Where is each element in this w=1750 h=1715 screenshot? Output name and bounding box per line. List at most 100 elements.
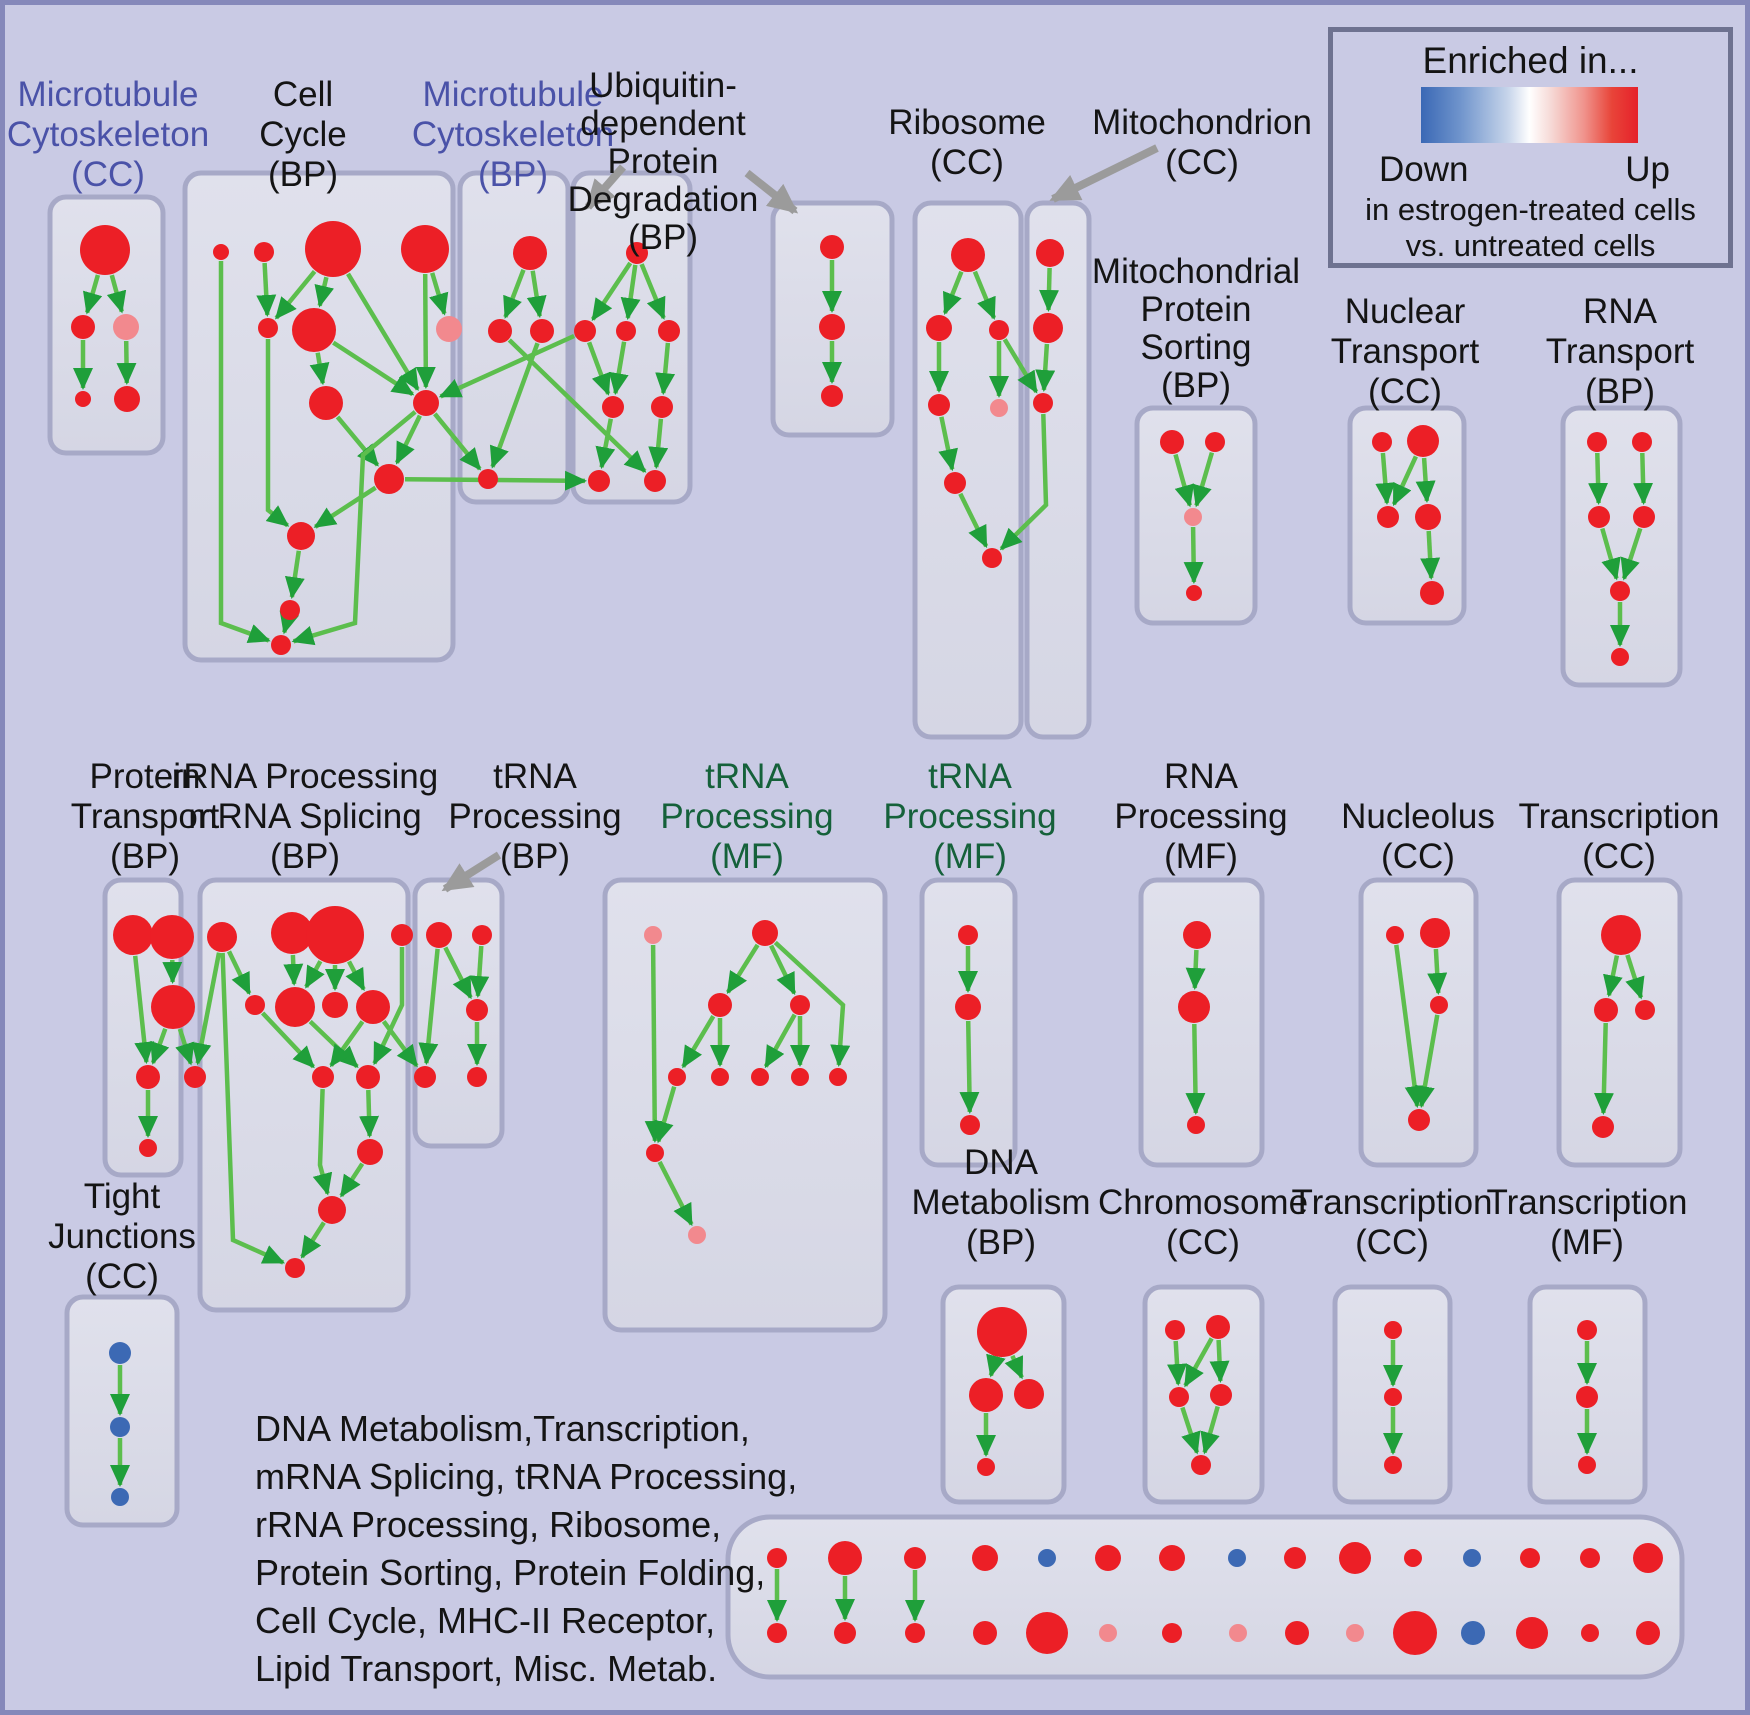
transcription-cc-row2-label: Transcription (CC) bbox=[1519, 797, 1720, 877]
mitochondrion-cc-box bbox=[1024, 200, 1092, 740]
ubiquitin-degradation-left-edge bbox=[590, 261, 633, 322]
trna-processing-mf-2-node-red bbox=[960, 1115, 980, 1135]
misc-terms-node-red bbox=[1636, 1621, 1660, 1645]
ribosome-cc-node-red bbox=[928, 394, 950, 416]
label-line: Ribosome bbox=[888, 103, 1046, 142]
trna-processing-mf-1-edge bbox=[654, 1085, 677, 1144]
label-line: Processing bbox=[1114, 797, 1288, 836]
rna-processing-mf-node-red bbox=[1187, 1116, 1205, 1134]
cell-cycle-bp-edge bbox=[346, 272, 420, 392]
nuclear-transport-cc-edge bbox=[1375, 452, 1396, 505]
ubiquitin-degradation-left-node-red bbox=[644, 470, 666, 492]
microtubule-cytoskeleton-bp-edge bbox=[526, 270, 547, 319]
trna-processing-mf-1-label: tRNA Processing (MF) bbox=[660, 757, 833, 877]
misc-terms-node-blue bbox=[1038, 1549, 1056, 1567]
cell-cycle-bp-node-red bbox=[374, 464, 404, 494]
trna-processing-mf-1-node-red bbox=[711, 1068, 729, 1086]
annotation-arrow bbox=[1049, 144, 1159, 203]
rna-transport-bp-edge bbox=[1600, 527, 1621, 581]
transcription-cc-row3-label: Transcription (CC) bbox=[1292, 1183, 1493, 1263]
ubiquitin-degradation-left-edge bbox=[620, 264, 641, 321]
chromosome-cc-node-red bbox=[1169, 1387, 1189, 1407]
mitochondrion-cc-label: Mitochondrion (CC) bbox=[1092, 103, 1312, 183]
ribosome-cc-label: Ribosome (CC) bbox=[888, 103, 1046, 183]
trna-processing-mf-1-node-red bbox=[708, 993, 732, 1017]
misc-terms-node-red bbox=[1095, 1545, 1121, 1571]
rrna-processing-mrna-splicing-bp-edge bbox=[283, 954, 304, 986]
nucleolus-cc-node-red bbox=[1408, 1109, 1430, 1131]
label-line: (BP) bbox=[477, 155, 548, 194]
ribosome-cc-node-red bbox=[944, 472, 966, 494]
cross-cluster-edge bbox=[191, 952, 222, 1066]
ribosome-cc-edge bbox=[958, 492, 989, 549]
transcription-cc-row2-node-red bbox=[1635, 1000, 1655, 1020]
transcription-cc-row2-edge bbox=[1593, 1022, 1614, 1115]
label-line: Microtubule bbox=[17, 75, 199, 114]
annotation-arrow bbox=[441, 851, 502, 893]
cell-cycle-bp-edge bbox=[256, 262, 277, 317]
nuclear-transport-cc-node-red bbox=[1407, 425, 1439, 457]
mitochondrion-cc-edge bbox=[1039, 267, 1060, 312]
cell-cycle-bp-edge bbox=[415, 273, 436, 389]
rna-processing-mf-edge bbox=[1185, 949, 1206, 990]
protein-transport-bp-node-red bbox=[139, 1139, 157, 1157]
label-line: (CC) bbox=[85, 1257, 159, 1296]
nuclear-transport-cc-edge bbox=[1420, 530, 1441, 580]
misc-terms-node-red bbox=[834, 1622, 856, 1644]
nucleolus-cc-node-red bbox=[1430, 996, 1448, 1014]
misc-terms-node-pink bbox=[1099, 1624, 1117, 1642]
label-line: RNA bbox=[1164, 757, 1238, 796]
legend-subtitle-line2: vs. untreated cells bbox=[1405, 228, 1656, 263]
ubiquitin-degradation-left-node-red bbox=[616, 321, 636, 341]
label-line: (BP) bbox=[1161, 366, 1231, 405]
label-line: (CC) bbox=[1368, 372, 1442, 411]
ubiquitin-degradation-left-edge bbox=[639, 263, 666, 320]
ubiquitin-degradation-left-node-red bbox=[602, 396, 624, 418]
rna-transport-bp-node-red bbox=[1587, 432, 1607, 452]
label-line: (CC) bbox=[1166, 1223, 1240, 1262]
label-line: Tight bbox=[83, 1177, 161, 1216]
rrna-processing-mrna-splicing-bp-node-red bbox=[271, 912, 313, 954]
trna-processing-mf-1-node-red bbox=[790, 995, 810, 1015]
misc-terms-node-blue bbox=[1461, 1621, 1485, 1645]
dna-metabolism-bp-edge bbox=[1004, 1354, 1024, 1380]
cell-cycle-bp-node-red bbox=[280, 600, 300, 620]
transcription-mf-node-red bbox=[1576, 1386, 1598, 1408]
ubiquitin-degradation-left-node-red bbox=[574, 320, 596, 342]
microtubule-cytoskeleton-cc-node-pink bbox=[113, 314, 139, 340]
misc-terms-node-blue bbox=[1228, 1549, 1246, 1567]
misc-terms-node-red bbox=[972, 1545, 998, 1571]
nuclear-transport-cc-edge bbox=[1391, 455, 1418, 507]
mitochondrion-cc-node-red bbox=[1033, 393, 1053, 413]
ubiquitin-degradation-right-node-red bbox=[820, 235, 844, 259]
cell-cycle-bp-edge bbox=[335, 415, 380, 467]
rna-transport-bp-node-red bbox=[1632, 432, 1652, 452]
label-line: Transcription bbox=[1291, 1183, 1493, 1222]
microtubule-cytoskeleton-bp-node-red bbox=[530, 319, 554, 343]
rna-transport-bp-node-red bbox=[1633, 506, 1655, 528]
nuclear-transport-cc-node-red bbox=[1377, 506, 1399, 528]
trna-processing-mf-2-label: tRNA Processing (MF) bbox=[883, 757, 1056, 877]
mitochondrial-protein-sorting-bp-node-red bbox=[1205, 432, 1225, 452]
label-line: Transcription bbox=[1518, 797, 1720, 836]
note-line: Cell Cycle, MHC-II Receptor, bbox=[255, 1600, 716, 1641]
mitochondrion-cc-edge bbox=[1035, 343, 1056, 392]
color-legend: Enriched in... Down Up in estrogen-treat… bbox=[1328, 27, 1733, 268]
microtubule-cytoskeleton-bp-node-red bbox=[513, 236, 547, 270]
note-line: Lipid Transport, Misc. Metab. bbox=[255, 1648, 718, 1689]
misc-terms-node-red bbox=[973, 1621, 997, 1645]
misc-terms-node-red bbox=[1516, 1617, 1548, 1649]
label-line: (CC) bbox=[71, 155, 145, 194]
label-line: Chromosome bbox=[1097, 1183, 1309, 1222]
label-line: rRNA Processing bbox=[171, 757, 439, 796]
rna-transport-bp-node-red bbox=[1611, 648, 1629, 666]
cell-cycle-bp-node-red bbox=[271, 635, 291, 655]
ribosome-cc-edge bbox=[942, 270, 964, 315]
transcription-mf-node-red bbox=[1578, 1456, 1596, 1474]
label-line: Protein bbox=[89, 757, 201, 796]
rrna-processing-mrna-splicing-bp-edge bbox=[300, 1221, 326, 1259]
label-line: Protein bbox=[1140, 290, 1252, 329]
transcription-cc-row2-node-red bbox=[1594, 998, 1618, 1022]
label-line: (CC) bbox=[1582, 837, 1656, 876]
